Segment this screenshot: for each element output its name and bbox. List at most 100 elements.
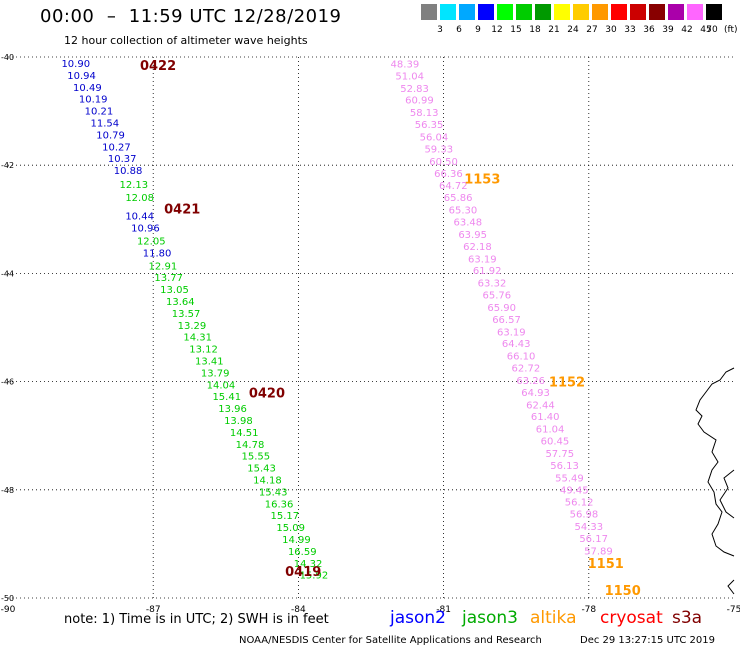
swh-value-s3a: 63.26 [516,376,545,387]
legend-label: 9 [475,25,481,35]
swh-value-jason3: 13.64 [166,297,195,308]
swh-value-jason2: 10.27 [102,142,131,153]
swh-value-s3a: 60.99 [405,96,434,107]
legend-label: 3 [437,25,443,35]
swh-value-s3a: 49.45 [560,485,589,496]
swh-value-s3a: 55.49 [555,473,584,484]
swh-value-jason3: 12.91 [149,261,178,272]
legend-label: 30 [605,25,617,35]
swh-value-s3a: 56.35 [415,120,444,131]
swh-value-s3a: 54.33 [574,522,603,533]
y-tick-label: -40 [1,53,14,62]
legend-swatch [706,4,722,20]
swh-value-s3a: 51.04 [395,71,424,82]
swh-value-s3a: 52.83 [400,84,429,95]
legend-swatch [440,4,456,20]
swh-value-jason3: 13.96 [218,404,247,415]
swh-value-jason3: 12.13 [120,180,149,191]
coastline [719,469,735,519]
swh-value-jason3: 14.51 [230,428,259,439]
y-tick-label: -46 [1,378,14,387]
swh-value-jason3: 15.55 [241,452,270,463]
legend-label: 42 [681,25,693,35]
legend-label: 33 [624,25,636,35]
x-tick-label: -87 [146,605,161,615]
swh-value-jason2: 10.94 [67,71,96,82]
swh-value-jason2: 11.80 [143,248,172,259]
legend-cryosat: cryosat [600,608,663,628]
swh-value-jason2: 10.19 [79,95,108,106]
swh-value-jason3: 13.57 [172,309,201,320]
swh-value-s3a: 64.93 [521,388,550,399]
swh-value-s3a: 60.50 [429,157,458,168]
coastline [727,579,735,595]
swh-value-s3a: 58.13 [410,108,439,119]
swh-value-jason3: 14.99 [282,535,311,546]
x-tick-label: -90 [1,605,16,615]
swh-value-s3a: 65.30 [449,206,478,217]
legend-swatch [554,4,570,20]
legend-swatch [630,4,646,20]
legend-swatch [497,4,513,20]
legend-label: 24 [567,25,579,35]
legend-label: 21 [548,25,560,35]
swh-value-jason3: 15.17 [271,511,300,522]
swh-value-s3a: 64.43 [502,339,531,350]
pass-time-label: 0422 [140,59,176,74]
swh-value-s3a: 56.13 [550,461,579,472]
x-tick-label: -84 [291,605,306,615]
swh-value-s3a: 56.04 [420,133,449,144]
swh-value-jason2: 10.21 [85,107,114,118]
y-tick-label: -44 [1,269,14,278]
pass-time-label: 0421 [164,202,200,217]
swh-value-s3a: 62.44 [526,400,555,411]
pass-time-label: 0420 [249,386,285,401]
swh-value-jason3: 14.04 [207,380,236,391]
swh-value-s3a: 63.19 [468,254,497,265]
chart-title: 00:00 – 11:59 UTC 12/28/2019 [40,6,342,27]
swh-value-jason3: 12.05 [137,236,166,247]
legend-jason3: jason3 [462,608,518,628]
swh-value-s3a: 63.95 [458,230,487,241]
swh-value-s3a: 56.98 [570,510,599,521]
legend-label: 27 [586,25,598,35]
swh-value-jason3: 15.43 [247,464,276,475]
swh-value-jason3: 13.77 [154,273,183,284]
x-tick-label: -75 [727,605,740,615]
legend-swatch [478,4,494,20]
swh-value-jason2: 10.90 [61,59,90,70]
swh-value-s3a: 66.10 [507,352,536,363]
swh-value-jason3: 14.32 [294,559,323,570]
legend-label: 6 [456,25,462,35]
y-tick-label: -42 [1,161,14,170]
legend-label: 45 [700,25,712,35]
swh-value-jason3: 15.43 [259,487,288,498]
swh-value-s3a: 64.72 [439,181,468,192]
legend-label: 15 [510,25,522,35]
legend-swatch [573,4,589,20]
chart-subtitle: 12 hour collection of altimeter wave hei… [64,34,308,47]
swh-value-s3a: 63.19 [497,327,526,338]
swh-value-s3a: 66.57 [492,315,521,326]
pass-time-label: 1151 [588,557,624,572]
pass-time-label: 0419 [285,565,321,580]
swh-value-s3a: 62.18 [463,242,492,253]
x-tick-label: -78 [581,605,596,615]
swh-value-s3a: 66.36 [434,169,463,180]
legend-unit: (ft) [724,25,738,35]
footnote: note: 1) Time is in UTC; 2) SWH is in fe… [64,612,329,627]
swh-value-jason3: 16.36 [265,499,294,510]
legend-label: 39 [662,25,674,35]
swh-value-s3a: 63.32 [478,279,507,290]
swh-value-jason3: 13.12 [189,345,218,356]
swh-value-jason3: 13.05 [160,285,189,296]
pass-time-label: 1153 [464,173,500,188]
swh-value-jason2: 10.79 [96,130,125,141]
legend-swatch [516,4,532,20]
swh-value-jason3: 13.79 [201,368,230,379]
swh-value-s3a: 65.90 [487,303,516,314]
legend-swatch [611,4,627,20]
swh-value-s3a: 61.04 [536,425,565,436]
legend-label: 36 [643,25,655,35]
